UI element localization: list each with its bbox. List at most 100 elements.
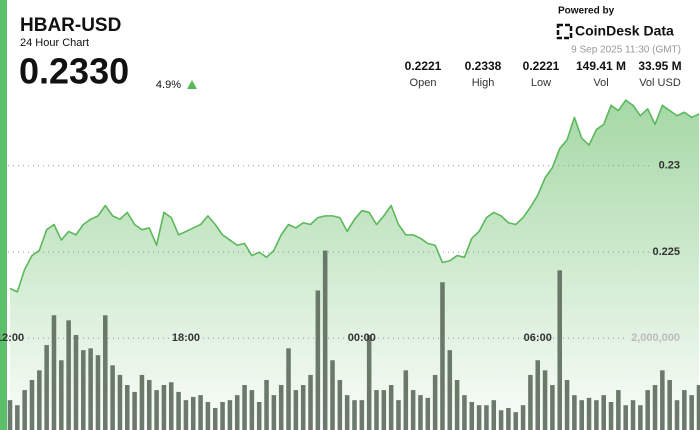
volume-bar (528, 374, 533, 430)
powered-by: Powered by (558, 6, 615, 17)
stat-label: Vol USD (639, 77, 681, 89)
volume-bar (22, 390, 27, 430)
y2-tick-label: 2,000,000 (631, 332, 680, 344)
volume-bar (322, 250, 328, 430)
volume-bar (440, 282, 445, 430)
volume-bar (484, 405, 489, 430)
brand: CoinDesk Data (575, 23, 674, 39)
stat-value: 0.2221 (405, 59, 442, 73)
volume-bar (315, 290, 321, 430)
volume-bar (630, 400, 636, 430)
volume-bar (616, 390, 621, 430)
y-tick-label: 0.225 (652, 246, 680, 258)
volume-bar (594, 400, 599, 430)
volume-bar (432, 374, 438, 430)
stat-value: 33.95 M (638, 59, 681, 73)
volume-bar (608, 402, 614, 430)
volume-bar (168, 382, 174, 430)
stat-value: 0.2221 (523, 59, 560, 73)
volume-bar (300, 385, 306, 430)
volume-bar (418, 395, 423, 430)
price-line (9, 99, 700, 293)
volume-bar (7, 400, 13, 430)
timestamp: 9 Sep 2025 11:30 (GMT) (571, 45, 681, 56)
x-tick-label: 06:00 (524, 332, 552, 344)
volume-bar (462, 395, 467, 430)
volume-bar (44, 345, 49, 430)
volume-bar (601, 395, 606, 430)
volume-bar (476, 405, 482, 430)
volume-bar (564, 379, 570, 430)
volume-bar (344, 395, 350, 430)
volume-bar (352, 400, 357, 430)
volume-bar (286, 348, 291, 430)
volume-bar (308, 374, 313, 430)
volume-bar (696, 385, 700, 430)
volume-bar (667, 379, 672, 430)
volume-bar (366, 335, 372, 430)
x-tick-label: 18:00 (172, 332, 200, 344)
volume-bar (682, 390, 687, 430)
volume-bar (498, 410, 504, 430)
volume-bar (234, 395, 240, 430)
volume-bar (154, 390, 159, 430)
volume-bar (278, 385, 284, 430)
volume-bar (586, 397, 592, 430)
price: 0.2330 (19, 51, 129, 92)
volume-bar (410, 390, 416, 430)
volume-bar (506, 407, 511, 430)
volume-bar (264, 379, 269, 430)
tick-labels: 0.23 0.225 2,000,000 12:00 18:00 00:00 06:00 (0, 160, 680, 344)
brand-logo (556, 23, 573, 40)
volume-bar (513, 412, 519, 430)
volume-bar (110, 365, 115, 430)
volume-bars (7, 250, 700, 430)
volume-bar (81, 350, 86, 430)
volume-bar (337, 379, 343, 430)
volume-bar (242, 385, 247, 430)
stat-label: Open (410, 77, 437, 89)
volume-bar (542, 370, 548, 430)
volume-bar (249, 390, 255, 430)
volume-bar (447, 350, 453, 430)
volume-bar (660, 370, 665, 430)
price-area (10, 100, 699, 430)
volume-bar (66, 320, 71, 430)
volume-bar (51, 315, 57, 430)
volume-bar (652, 385, 658, 430)
change: 4.9% (156, 79, 181, 91)
volume-bar (330, 360, 335, 430)
volume-bar (689, 395, 694, 430)
volume-bar (293, 390, 299, 430)
volume-bar (103, 315, 108, 430)
volume-bar (403, 370, 409, 430)
x-tick-label: 12:00 (0, 332, 24, 344)
stat-label: Vol (593, 77, 608, 89)
volume-bar (125, 385, 130, 430)
volume-bar (227, 400, 233, 430)
stat-label: High (472, 77, 495, 89)
volume-bar (256, 402, 262, 430)
volume-bar (59, 360, 64, 430)
volume-bar (212, 407, 218, 430)
volume-bar (623, 405, 628, 430)
volume-bar (176, 391, 181, 430)
volume-bar (374, 390, 379, 430)
plot: 0.23 0.225 2,000,000 12:00 18:00 00:00 06:00 (0, 99, 700, 430)
volume-bar (117, 374, 123, 430)
volume-bar (388, 385, 394, 430)
volume-bar (271, 395, 277, 430)
volume-bar (425, 397, 431, 430)
title: HBAR-USD (20, 15, 121, 36)
volume-bar (37, 370, 42, 430)
volume-bar (220, 402, 225, 430)
volume-bar (579, 400, 584, 430)
y-tick-label: 0.23 (659, 160, 680, 172)
up-arrow (187, 80, 197, 89)
volume-bar (161, 385, 167, 430)
volume-bar (520, 405, 526, 430)
stats: 0.2221 Open 0.2338 High 0.2221 Low 149.41 M Vol… (405, 59, 682, 89)
volume-bar (190, 396, 196, 430)
